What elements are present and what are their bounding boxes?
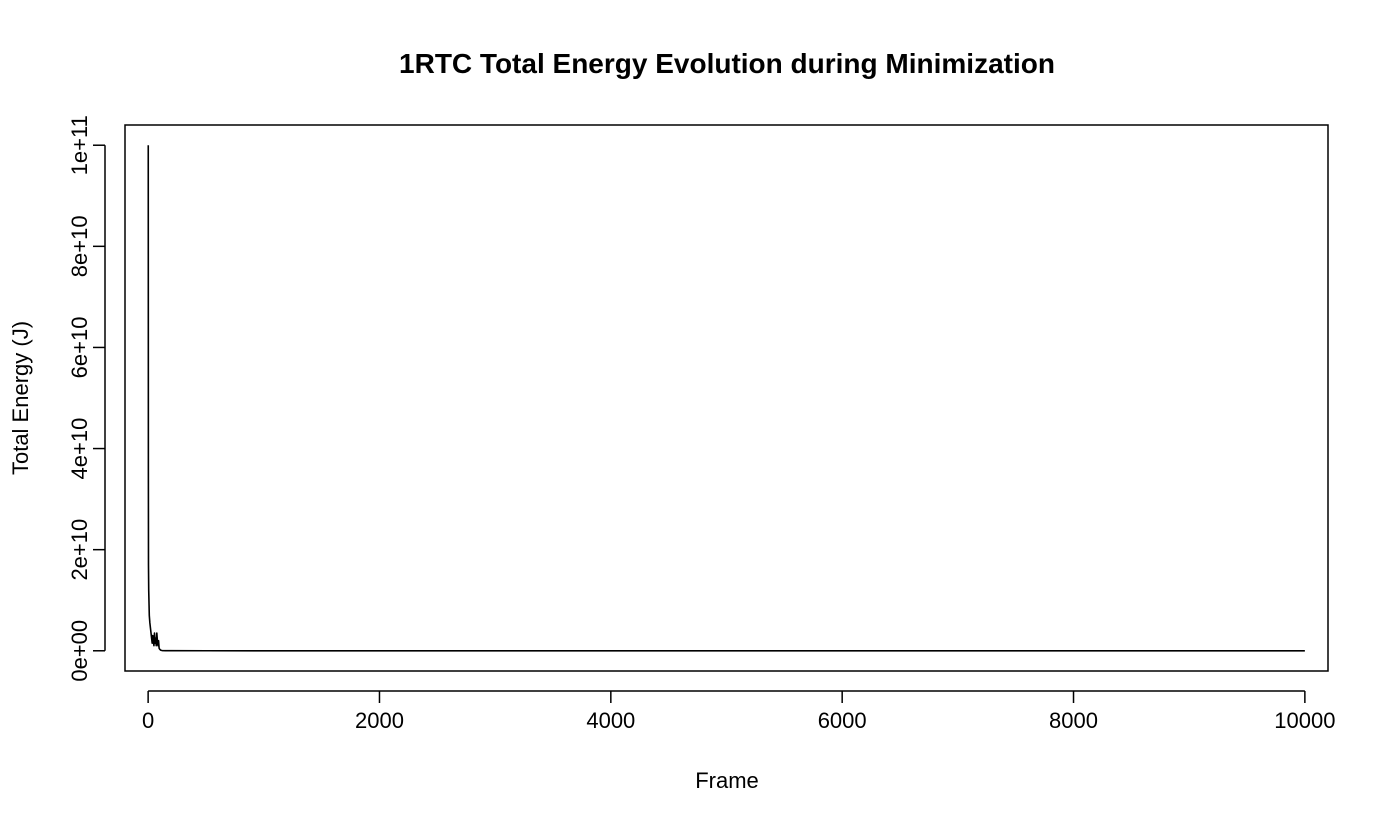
x-tick-label: 8000 bbox=[1049, 708, 1098, 733]
x-tick-label: 4000 bbox=[586, 708, 635, 733]
y-tick-label: 1e+11 bbox=[67, 115, 92, 175]
x-tick-label: 2000 bbox=[355, 708, 404, 733]
plot-frame bbox=[124, 124, 1329, 672]
x-tick-label: 6000 bbox=[818, 708, 867, 733]
x-axis: 0 2000 4000 6000 8000 10000 bbox=[142, 690, 1335, 733]
series-layer bbox=[147, 145, 1305, 652]
y-axis-label: Total Energy (J) bbox=[8, 321, 33, 475]
y-tick-label: 2e+10 bbox=[67, 519, 92, 581]
chart-title: 1RTC Total Energy Evolution during Minim… bbox=[399, 48, 1055, 79]
y-axis: 0e+00 2e+10 4e+10 6e+10 8e+10 1e+11 bbox=[67, 115, 106, 682]
x-tick-label: 0 bbox=[142, 708, 154, 733]
energy-series-line bbox=[147, 145, 1305, 652]
y-tick-label: 4e+10 bbox=[67, 418, 92, 480]
y-tick-label: 6e+10 bbox=[67, 317, 92, 379]
y-tick-label: 8e+10 bbox=[67, 215, 92, 277]
y-tick-label: 0e+00 bbox=[67, 620, 92, 682]
x-tick-label: 10000 bbox=[1274, 708, 1335, 733]
x-axis-label: Frame bbox=[695, 768, 759, 793]
